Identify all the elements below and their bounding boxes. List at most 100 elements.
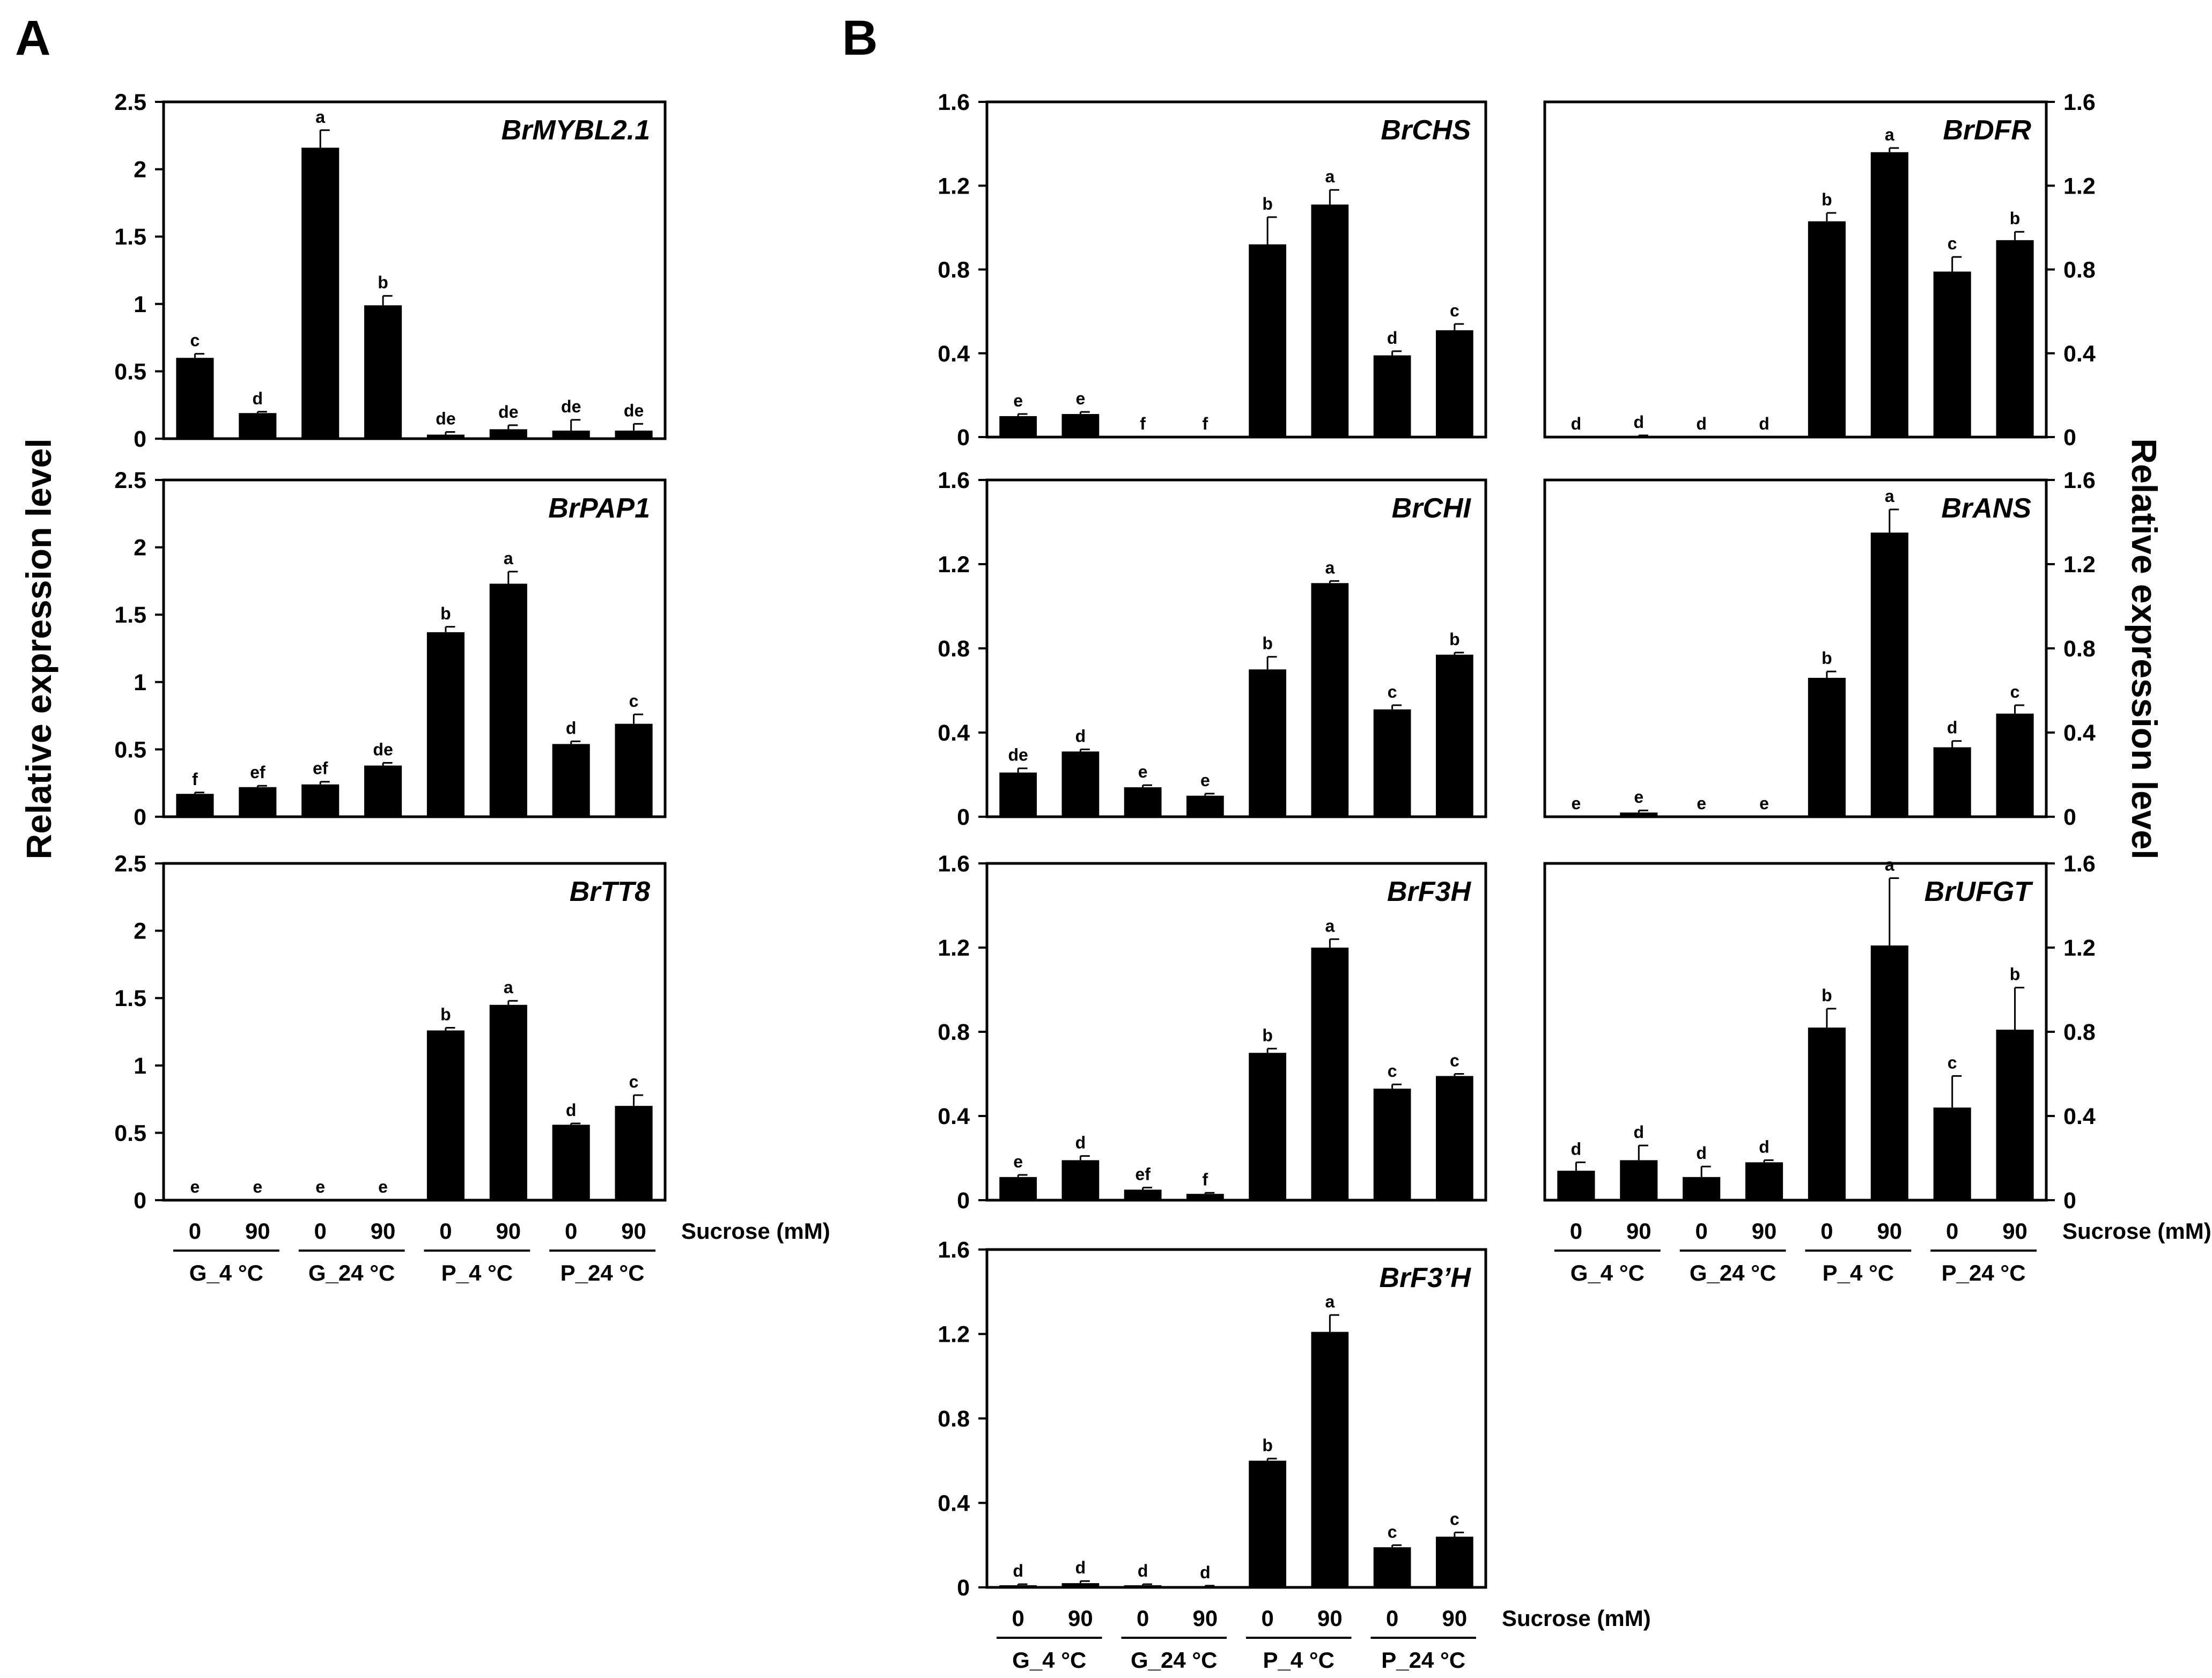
sig-letter-brdfr-3: d bbox=[1759, 414, 1769, 433]
sig-letter-brf3h-7: c bbox=[1450, 1051, 1459, 1070]
sig-letter-brmybl2-1-7: de bbox=[624, 401, 644, 420]
sig-letter-brufgt-1: d bbox=[1634, 1122, 1645, 1142]
bar-brufgt-7 bbox=[1996, 1030, 2034, 1200]
sig-letter-brf3-h-4: b bbox=[1262, 1436, 1273, 1455]
x-sucrose-label-brf3-h-3: 90 bbox=[1193, 1606, 1218, 1631]
sig-letter-brchi-7: b bbox=[1449, 630, 1460, 649]
bar-brtt8-6 bbox=[552, 1125, 590, 1200]
bar-brf3h-2 bbox=[1124, 1189, 1162, 1200]
bar-brf3h-7 bbox=[1436, 1076, 1473, 1200]
sig-letter-brdfr-1: d bbox=[1634, 412, 1645, 432]
chart-brans: 0 0.4 0.8 1.2 1.6 BrANS e e e e b a d c bbox=[1543, 468, 2096, 830]
x-group-label-brf3-h-3: P_24 °C bbox=[1381, 1647, 1465, 1673]
sig-letter-brf3-h-1: d bbox=[1075, 1558, 1086, 1577]
y-tick-label-brmybl2-1: 2.5 bbox=[114, 90, 146, 115]
y-tick-label-brtt8: 2 bbox=[134, 919, 146, 944]
bar-brpap1-7 bbox=[615, 723, 653, 817]
x-group-label-brufgt-1: G_24 °C bbox=[1690, 1260, 1776, 1285]
x-sucrose-label-brf3-h-7: 90 bbox=[1442, 1606, 1468, 1631]
x-sucrose-label-brufgt-0: 0 bbox=[1570, 1218, 1582, 1244]
y-tick-label-brpap1: 2.5 bbox=[114, 468, 146, 493]
bar-brans-4 bbox=[1808, 677, 1846, 817]
sig-letter-brtt8-0: e bbox=[190, 1177, 200, 1196]
sig-letter-brchs-0: e bbox=[1013, 391, 1023, 410]
sig-letter-brtt8-6: d bbox=[566, 1100, 577, 1120]
sig-letter-brf3h-0: e bbox=[1013, 1152, 1023, 1171]
sig-letter-brufgt-0: d bbox=[1571, 1139, 1582, 1158]
sig-letter-brdfr-5: a bbox=[1885, 125, 1894, 144]
bar-brmybl2-1-1 bbox=[239, 413, 277, 439]
bar-brf3-h-2 bbox=[1124, 1585, 1162, 1587]
chart-title-brufgt: BrUFGT bbox=[1925, 876, 2034, 907]
bar-brf3h-5 bbox=[1311, 948, 1349, 1200]
chart-brf3h: 0 0.4 0.8 1.2 1.6 BrF3H e d ef f b a c c bbox=[938, 851, 1487, 1214]
sig-letter-brf3h-1: d bbox=[1075, 1133, 1086, 1152]
plot-frame-brtt8 bbox=[162, 862, 667, 1202]
sig-letter-brans-2: e bbox=[1697, 794, 1706, 813]
y-tick-label-brufgt: 1.6 bbox=[2063, 851, 2096, 877]
y-tick-label-brans: 0.8 bbox=[2063, 636, 2096, 662]
y-tick-label-brchi: 1.6 bbox=[938, 468, 970, 493]
chart-title-brmybl2-1: BrMYBL2.1 bbox=[502, 115, 650, 146]
sig-letter-brf3-h-3: d bbox=[1200, 1563, 1211, 1582]
sig-letter-brtt8-1: e bbox=[253, 1177, 262, 1196]
sig-letter-brpap1-7: c bbox=[629, 691, 639, 711]
x-sucrose-label-brtt8-6: 0 bbox=[565, 1218, 577, 1244]
sig-letter-brchs-3: f bbox=[1203, 414, 1208, 433]
bar-brufgt-3 bbox=[1745, 1162, 1783, 1200]
x-sucrose-label-brtt8-2: 0 bbox=[314, 1218, 327, 1244]
bar-brchs-1 bbox=[1061, 414, 1100, 437]
y-tick-label-brchi: 0.8 bbox=[938, 636, 970, 662]
bar-brmybl2-1-4 bbox=[426, 434, 464, 439]
y-tick-label-brf3-h: 1.2 bbox=[938, 1322, 970, 1348]
x-sucrose-label-brtt8-4: 0 bbox=[439, 1218, 452, 1244]
bar-brf3-h-1 bbox=[1061, 1583, 1100, 1587]
bar-brmybl2-1-0 bbox=[176, 358, 214, 439]
x-sucrose-label-brtt8-1: 90 bbox=[245, 1218, 270, 1244]
plot-frame-brf3-h bbox=[985, 1248, 1487, 1589]
bar-brchs-0 bbox=[999, 416, 1037, 437]
sig-letter-brdfr-6: c bbox=[1948, 234, 1957, 253]
sig-letter-brpap1-1: ef bbox=[250, 763, 266, 782]
sig-letter-brchs-6: d bbox=[1387, 328, 1398, 348]
sig-letter-brpap1-4: b bbox=[440, 604, 451, 623]
sig-letter-brans-3: e bbox=[1759, 794, 1769, 813]
y-tick-label-brtt8: 0 bbox=[134, 1188, 146, 1214]
y-tick-label-brchs: 0.4 bbox=[938, 341, 970, 367]
sig-letter-brufgt-7: b bbox=[2010, 965, 2021, 984]
y-tick-label-brdfr: 0.8 bbox=[2063, 257, 2096, 283]
plot-frame-brpap1 bbox=[162, 478, 667, 818]
bar-brchi-4 bbox=[1249, 669, 1286, 817]
sig-letter-brufgt-5: a bbox=[1885, 855, 1894, 874]
x-group-label-brufgt-3: P_24 °C bbox=[1942, 1260, 2026, 1285]
bar-brf3h-3 bbox=[1186, 1194, 1224, 1200]
sig-letter-brmybl2-1-3: b bbox=[378, 273, 388, 292]
sig-letter-brchi-3: e bbox=[1200, 771, 1210, 790]
y-tick-label-brf3-h: 0.4 bbox=[938, 1491, 970, 1517]
bar-brpap1-0 bbox=[176, 794, 214, 817]
sig-letter-brchi-2: e bbox=[1138, 762, 1148, 781]
y-tick-label-brans: 1.6 bbox=[2063, 468, 2096, 493]
x-group-label-brtt8-2: P_4 °C bbox=[441, 1260, 513, 1285]
y-tick-label-brf3h: 1.2 bbox=[938, 935, 970, 961]
bar-brf3-h-7 bbox=[1436, 1536, 1473, 1587]
chart-title-brdfr: BrDFR bbox=[1943, 115, 2031, 146]
sig-letter-brans-4: b bbox=[1822, 648, 1832, 668]
sig-letter-brtt8-3: e bbox=[378, 1177, 388, 1196]
bar-brpap1-3 bbox=[364, 765, 402, 817]
chart-title-brans: BrANS bbox=[1941, 493, 2031, 524]
bar-brufgt-0 bbox=[1557, 1171, 1595, 1200]
sig-letter-brchi-4: b bbox=[1262, 634, 1273, 653]
bar-brmybl2-1-5 bbox=[489, 429, 527, 439]
sig-letter-brtt8-5: a bbox=[504, 978, 513, 997]
bar-brchs-5 bbox=[1311, 204, 1349, 437]
y-tick-label-brchs: 0.8 bbox=[938, 257, 970, 283]
bar-brtt8-4 bbox=[426, 1030, 464, 1200]
x-sucrose-unit-brufgt: Sucrose (mM) bbox=[2062, 1218, 2211, 1244]
bar-brpap1-5 bbox=[489, 583, 527, 817]
bar-brans-1 bbox=[1620, 812, 1658, 817]
x-sucrose-label-brtt8-3: 90 bbox=[371, 1218, 396, 1244]
y-tick-label-brmybl2-1: 0 bbox=[134, 426, 146, 452]
panel-label-b: B bbox=[842, 11, 878, 65]
